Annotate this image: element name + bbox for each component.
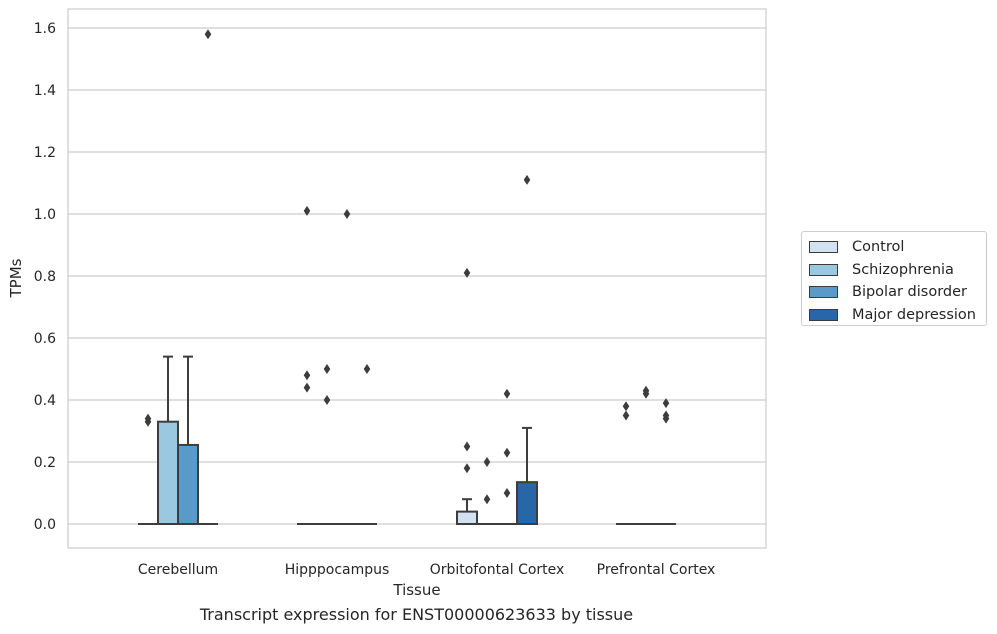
legend-item: Schizophrenia [809,259,986,282]
outlier-point [622,410,630,421]
box-group [198,29,218,525]
box-group [477,457,497,525]
y-tick-labels: 0.0 0.2 0.4 0.6 0.8 1.0 1.2 1.4 1.6 [34,21,56,533]
y-tick-label: 0.2 [34,455,56,471]
outlier-point [523,174,531,185]
box-group [297,205,317,525]
legend-item: Major depression [809,304,986,327]
y-tick-label: 1.4 [34,83,56,99]
x-tick-label: Prefrontal Cortex [597,562,716,578]
outlier-point [622,401,630,412]
outlier-point [303,370,311,381]
box-group [497,388,517,525]
y-tick-label: 0.6 [34,331,56,347]
plot-frame [67,8,767,549]
y-tick-label: 0.8 [34,269,56,285]
figure-caption: Transcript expression for ENST0000062363… [199,605,634,624]
legend-label: Major depression [852,306,976,323]
legend-swatch [809,286,838,299]
x-tick-labels: Cerebellum Hipppocampus Orbitofontal Corte… [138,562,715,578]
y-tick-label: 1.2 [34,145,56,161]
legend-swatch [809,263,838,276]
box-group [616,401,636,525]
legend-swatch [809,241,838,254]
outlier-point [323,364,331,374]
box-group [516,174,538,525]
y-tick-label: 0.4 [34,393,56,409]
legend-item: Control [809,236,986,259]
box [456,510,478,526]
outlier-point [303,205,311,216]
box-group [317,364,337,525]
x-axis-title: Tissue [392,581,440,599]
y-tick-label: 1.0 [34,207,56,223]
outlier-point [662,410,670,421]
legend-label: Bipolar disorder [852,284,967,301]
box-group [337,209,357,525]
x-tick-label: Hipppocampus [285,562,390,578]
outlier-point [503,388,511,399]
legend-label: Control [852,239,905,256]
outlier-point [662,398,670,409]
outlier-point [343,209,351,219]
outlier-point [463,267,471,278]
box-group [656,398,676,525]
legend-item: Bipolar disorder [809,281,986,304]
outlier-point [303,382,311,393]
outlier-point [323,395,331,405]
box [516,481,538,525]
outlier-point [503,488,511,498]
box-group [177,355,199,526]
box-group [357,364,377,525]
box-group [636,385,656,525]
outlier-point [503,447,511,458]
y-axis-title: TPMs [7,258,25,298]
x-tick-label: Orbitofontal Cortex [430,562,565,578]
y-tick-label: 1.6 [34,21,56,37]
outlier-point [463,441,471,452]
legend: Control Schizophrenia Bipolar disorder Majo… [801,231,987,326]
outlier-point [204,29,212,40]
outlier-point [363,364,371,374]
y-tick-label: 0.0 [34,517,56,533]
legend-swatch [809,308,838,321]
box [157,420,179,526]
outlier-point [483,494,491,505]
box-group [138,413,158,525]
outlier-point [483,457,491,467]
box-group [456,267,478,526]
outlier-point [642,385,650,396]
outlier-point [144,413,152,424]
box-marks [138,29,676,526]
outlier-point [463,463,471,474]
legend-label: Schizophrenia [852,261,954,278]
box [177,443,199,526]
x-tick-label: Cerebellum [138,562,218,578]
